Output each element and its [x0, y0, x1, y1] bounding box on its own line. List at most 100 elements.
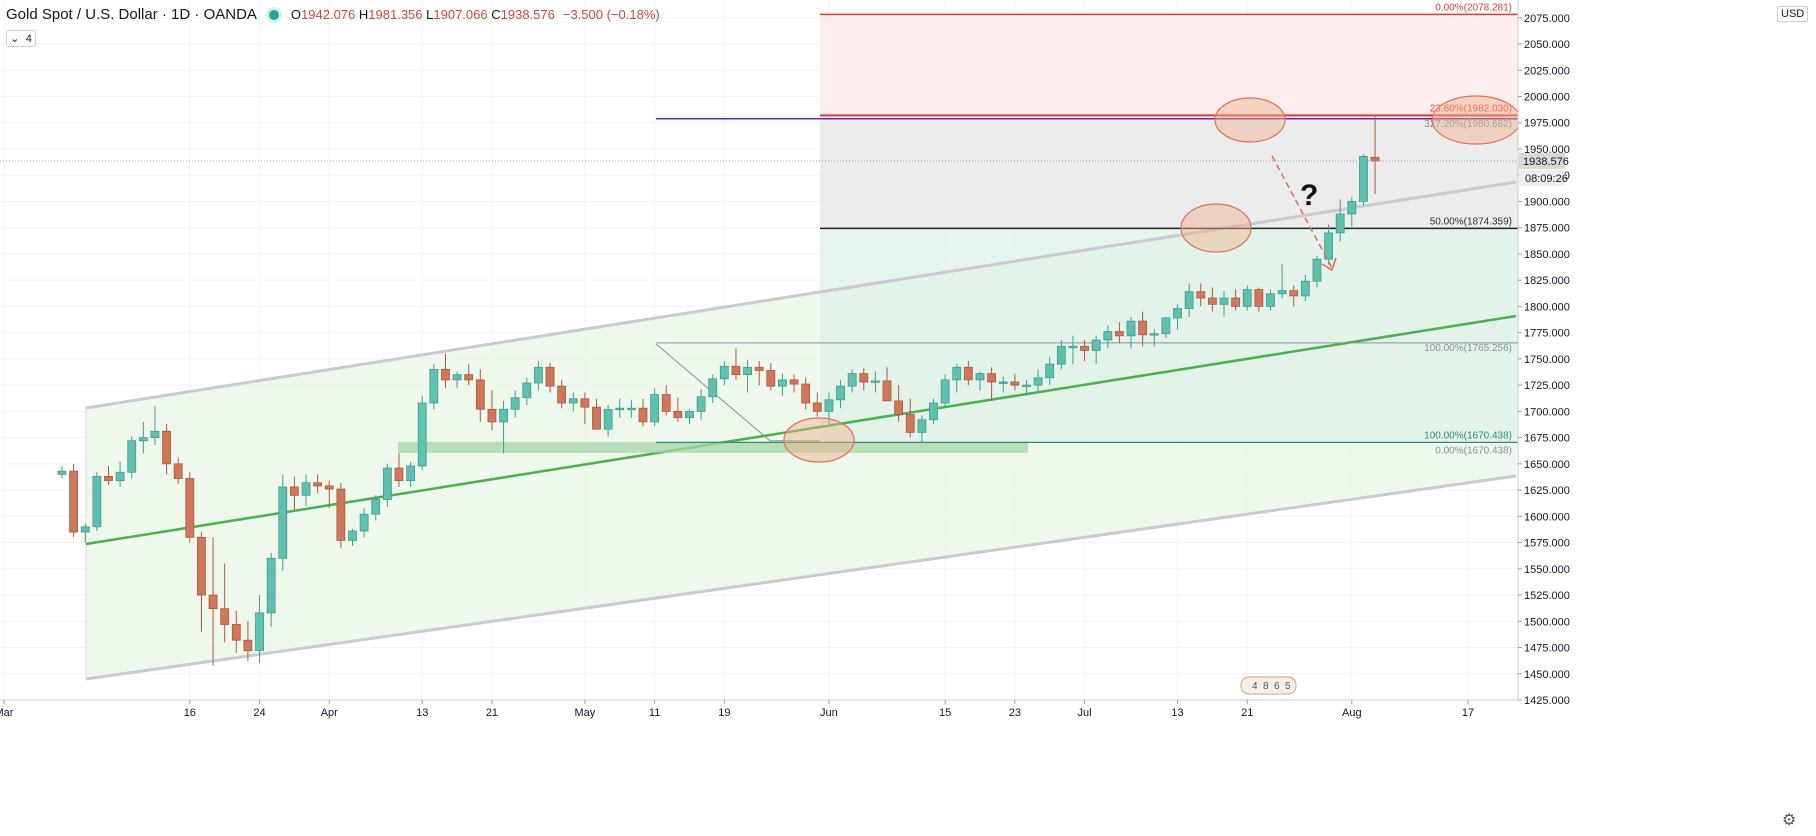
- candle-body: [1219, 297, 1229, 305]
- candle-body: [278, 486, 288, 559]
- countdown-tag-bg: [1519, 169, 1565, 186]
- candle-body: [1033, 377, 1043, 386]
- candle-body: [1010, 381, 1020, 386]
- x-tick-label: 13: [416, 707, 428, 719]
- highlight-ellipse: [1431, 95, 1521, 145]
- candle-body: [57, 470, 67, 475]
- support-zone: [398, 441, 1028, 453]
- candle-body: [1161, 317, 1171, 335]
- candle-body: [115, 471, 125, 482]
- candle-body: [69, 470, 79, 533]
- y-tick-label: 1725.000: [1524, 380, 1570, 392]
- candle-body: [150, 430, 160, 439]
- event-count: 6: [1274, 681, 1280, 692]
- x-tick-label: 16: [184, 707, 196, 719]
- symbol-title[interactable]: Gold Spot / U.S. Dollar · 1D · OANDA: [6, 6, 257, 23]
- candle-body: [1184, 291, 1194, 309]
- indicator-count: 4: [25, 32, 32, 45]
- candle-body: [580, 398, 590, 408]
- fib-label: 0.00%(1670.438): [1435, 445, 1512, 456]
- indicators-collapse-button[interactable]: ⌄ 4: [6, 30, 36, 47]
- y-tick-label: 2075.000: [1524, 13, 1570, 25]
- y-tick-label: 1575.000: [1524, 538, 1570, 550]
- candle-body: [487, 408, 497, 423]
- market-status-icon: [268, 9, 279, 20]
- currency-label[interactable]: USD: [1777, 6, 1809, 22]
- candle-body: [220, 608, 230, 625]
- candle-body: [975, 373, 985, 381]
- candle-body: [348, 530, 357, 541]
- candle-body: [894, 400, 904, 415]
- x-tick-label: 17: [1462, 707, 1474, 719]
- x-tick-label: May: [575, 707, 596, 719]
- candle-body: [847, 373, 857, 387]
- candle-body: [952, 366, 962, 381]
- change-value: −3.500 (−0.18%): [562, 7, 660, 22]
- candle-body: [185, 478, 195, 538]
- y-tick-label: 1975.000: [1524, 118, 1570, 130]
- candle-body: [127, 440, 137, 473]
- candle-body: [417, 402, 427, 467]
- last-price-tag: 1938.576 08:09:26: [1519, 152, 1569, 186]
- arrow-head: [1321, 257, 1337, 272]
- highlight-ellipse: [1214, 97, 1286, 143]
- candle-body: [324, 485, 334, 490]
- y-tick-label: 2025.000: [1524, 65, 1570, 77]
- open-value: 1942.076: [301, 7, 356, 22]
- candle-body: [429, 368, 439, 404]
- candle-body: [882, 380, 892, 402]
- chart-header: Gold Spot / U.S. Dollar · 1D · OANDA O19…: [6, 6, 660, 23]
- x-tick-label: Jul: [1078, 707, 1092, 719]
- y-tick-label: 1850.000: [1524, 249, 1570, 261]
- x-tick-label: Jun: [820, 707, 838, 719]
- candle-body: [1056, 345, 1066, 365]
- candle-body: [173, 463, 183, 479]
- candle-body: [1149, 333, 1159, 336]
- candle-body: [917, 419, 927, 433]
- candle-body: [452, 374, 462, 381]
- x-tick-label: 13: [1171, 707, 1183, 719]
- y-tick-label: 1475.000: [1524, 643, 1570, 655]
- candle-body: [824, 399, 834, 412]
- candle-body: [998, 381, 1008, 384]
- candle-body: [313, 482, 323, 487]
- y-tick-label: 1875.000: [1524, 223, 1570, 235]
- candle-body: [371, 499, 381, 515]
- candle-body: [789, 379, 799, 385]
- fib-label: 100.00%(1765.256): [1424, 343, 1512, 354]
- countdown-value: 08:09:26: [1525, 173, 1568, 185]
- candle-body: [138, 437, 148, 442]
- candle-body: [696, 396, 706, 412]
- candle-body: [522, 382, 532, 399]
- candle-body: [592, 406, 601, 430]
- candle-body: [80, 526, 90, 533]
- fib-label: 0.00%(2078.281): [1435, 2, 1512, 13]
- channel-lower-line: [85, 474, 1517, 681]
- x-tick-label: 11: [649, 707, 660, 719]
- candle-body: [801, 383, 811, 404]
- candle-body: [1068, 345, 1078, 349]
- x-tick-label: Aug: [1342, 707, 1362, 719]
- gear-icon[interactable]: ⚙: [1782, 812, 1797, 829]
- x-tick-label: 21: [1241, 707, 1253, 719]
- candle-body: [255, 612, 264, 652]
- y-tick-label: 1775.000: [1524, 328, 1570, 340]
- candle-body: [1022, 384, 1031, 388]
- y-tick-label: 1550.000: [1524, 564, 1570, 576]
- candle-body: [1300, 280, 1310, 297]
- y-tick-label: 1900.000: [1524, 196, 1570, 208]
- time-axis: [0, 700, 1518, 836]
- candle-body: [673, 410, 683, 419]
- candle-body: [1103, 331, 1113, 341]
- fib-zone-gray: [820, 115, 1518, 229]
- candle-body: [626, 407, 636, 411]
- candle-body: [1207, 297, 1217, 305]
- candle-body: [1266, 293, 1275, 307]
- candle-body: [929, 402, 938, 421]
- candle-body: [708, 378, 718, 398]
- x-tick-label: 24: [253, 707, 265, 719]
- candle-body: [638, 407, 648, 423]
- projection-arrow: [1271, 155, 1333, 269]
